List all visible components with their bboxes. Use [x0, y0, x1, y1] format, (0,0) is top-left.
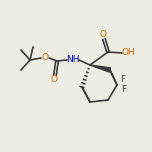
Text: F: F [120, 76, 126, 85]
Polygon shape [90, 65, 111, 72]
Text: O: O [41, 53, 48, 62]
Text: F: F [121, 85, 127, 95]
Text: O: O [100, 30, 107, 39]
Text: NH: NH [66, 55, 80, 64]
Text: OH: OH [122, 48, 135, 57]
Text: O: O [50, 75, 57, 84]
